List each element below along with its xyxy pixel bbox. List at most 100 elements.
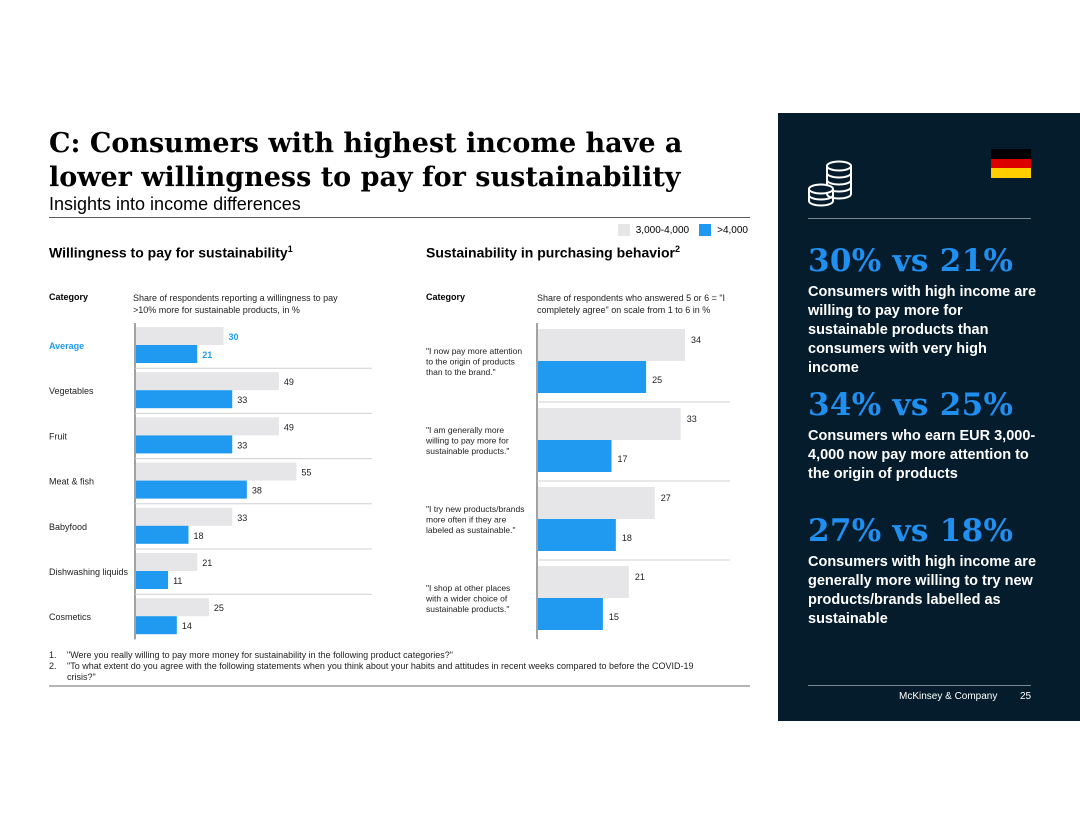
flag-stripe-red [991,158,1031,169]
chart1-data-label-dishwashing-liquids-grey: 21 [202,558,212,568]
chart2-data-label-3-grey: 27 [661,493,671,503]
chart1-data-label-cosmetics-grey: 25 [214,603,224,613]
chart1-category-label-cosmetics: Cosmetics [49,612,92,622]
chart2-value-header: Share of respondents who answered 5 or 6… [537,293,726,315]
chart1-bar-average-blue [136,345,198,363]
chart2-data-label-4-grey: 21 [635,572,645,582]
chart-legend: 3,000-4,000 >4,000 [608,224,748,236]
footnote-divider [49,685,750,687]
title-divider [49,217,750,218]
chart1-data-label-vegetables-blue: 33 [237,395,247,405]
page-subtitle: Insights into income differences [49,194,301,214]
flag-stripe-gold [991,168,1031,178]
chart1-category-label-fruit: Fruit [49,431,67,441]
chart2-data-label-3-blue: 18 [622,533,632,543]
stat-2-figure: 34% vs 25% [808,387,1014,423]
chart2-data-label-2-grey: 33 [687,414,697,424]
chart2-bar-3-blue [538,519,616,551]
legend-item-grey: 3,000-4,000 [617,224,690,236]
chart1-category-label-average: Average [49,341,84,351]
page-title: C: Consumers with highest income have a … [49,128,683,193]
chart1-title-text: Willingness to pay for sustainability [49,244,288,261]
chart2-bar-1-grey [538,329,686,361]
chart1-category-label-meat-fish: Meat & fish [49,477,94,487]
chart1-category-label-vegetables: Vegetables [49,386,94,396]
footnote-2-text: "To what extent do you agree with the fo… [67,661,694,682]
panel-divider [808,218,1031,219]
chart1-bar-vegetables-grey [136,372,279,391]
stat-1-text: Consumers with high income are willing t… [808,284,1037,376]
chart1-value-header: Share of respondents reporting a willing… [133,293,338,315]
legend-swatch-blue [699,224,712,236]
stat-2-text: Consumers who earn EUR 3,000-4,000 now p… [808,428,1036,482]
chart2-category-label-4: "I shop at other places with a wider choi… [425,583,510,614]
chart1-bar-meat-fish-grey [136,462,297,481]
footnotes: 1. "Were you really willing to pay more … [49,650,709,683]
footnote-1-number: 1. [49,650,57,660]
chart1-bar-vegetables-blue [136,390,233,409]
legend-swatch-grey [617,224,630,236]
chart1-data-label-fruit-blue: 33 [237,440,247,450]
chart1-bar-fruit-grey [136,417,279,436]
chart1-bar-babyfood-blue [136,525,189,544]
chart2-data-label-1-blue: 25 [652,375,662,385]
chart1-category-label-babyfood: Babyfood [49,522,87,532]
chart2-bar-2-blue [538,440,612,472]
chart2-title: Sustainability in purchasing behavior2 [426,244,680,261]
panel-footer-divider [808,685,1031,686]
chart2-bar-3-grey [538,487,655,519]
chart1-data-label-dishwashing-liquids-blue: 11 [173,576,182,586]
chart1-bar-dishwashing-liquids-grey [136,553,198,571]
chart1-data-label-meat-fish-grey: 55 [301,468,311,478]
chart1-bar-fruit-blue [136,435,233,454]
chart2-data-label-2-blue: 17 [618,454,628,464]
chart2-bar-2-grey [538,408,681,440]
chart1-bar-dishwashing-liquids-blue [136,571,169,589]
stat-3-figure: 27% vs 18% [808,513,1014,549]
footnote-1: 1. "Were you really willing to pay more … [49,650,709,661]
chart1-data-label-meat-fish-blue: 38 [252,486,262,496]
chart2-data-label-1-grey: 34 [691,335,701,345]
chart1-bar-cosmetics-blue [136,616,177,635]
germany-flag [991,149,1031,178]
chart2-category-label-2: "I am generally more willing to pay more … [425,425,509,456]
flag-stripe-black [991,149,1031,159]
coins-icon [808,160,852,207]
stat-1-figure: 30% vs 21% [808,243,1014,279]
legend-label-grey: 3,000-4,000 [635,224,690,236]
chart1-data-label-babyfood-blue: 18 [194,531,204,541]
chart1-bar-babyfood-grey [136,507,233,526]
chart1-bar-average-grey [136,327,224,345]
chart1-data-label-average-grey: 30 [229,332,239,342]
chart2-title-sup: 2 [674,244,680,254]
chart1-data-label-vegetables-grey: 49 [284,377,294,387]
chart2-category-header: Category [426,292,466,302]
brand-name: McKinsey & Company [899,691,998,702]
chart1-bar-meat-fish-blue [136,480,247,499]
chart1-data-label-fruit-grey: 49 [284,422,294,432]
chart2-category-label-1: "I now pay more attention to the origin o… [426,346,522,377]
stat-3-text: Consumers with high income are generally… [808,554,1037,627]
legend-label-blue: >4,000 [717,224,748,236]
chart1-data-label-babyfood-grey: 33 [237,513,247,523]
chart2-category-label-3: "I try new products/brands more often if … [426,504,524,535]
footnote-2: 2. "To what extent do you agree with the… [49,661,709,683]
chart1-data-label-average-blue: 21 [202,350,212,360]
legend-item-blue: >4,000 [699,224,748,236]
chart1-category-header: Category [49,292,89,302]
insights-panel: 30% vs 21% Consumers with high income ar… [778,113,1080,721]
chart2-bar-1-blue [538,361,647,393]
footnote-2-number: 2. [49,661,57,671]
chart2-bar-4-blue [538,598,603,630]
footnote-1-text: "Were you really willing to pay more mon… [67,650,453,660]
chart1-title: Willingness to pay for sustainability1 [49,244,293,261]
chart1-category-label-dishwashing-liquids: Dishwashing liquids [49,567,129,577]
chart1-bar-cosmetics-grey [136,598,209,617]
chart1-data-label-cosmetics-blue: 14 [182,621,192,631]
chart2-bar-4-grey [538,566,629,598]
chart1-title-sup: 1 [287,244,293,254]
chart2-title-text: Sustainability in purchasing behavior [426,244,675,261]
chart2-data-label-4-blue: 15 [609,612,619,622]
page-number: 25 [1020,691,1032,702]
